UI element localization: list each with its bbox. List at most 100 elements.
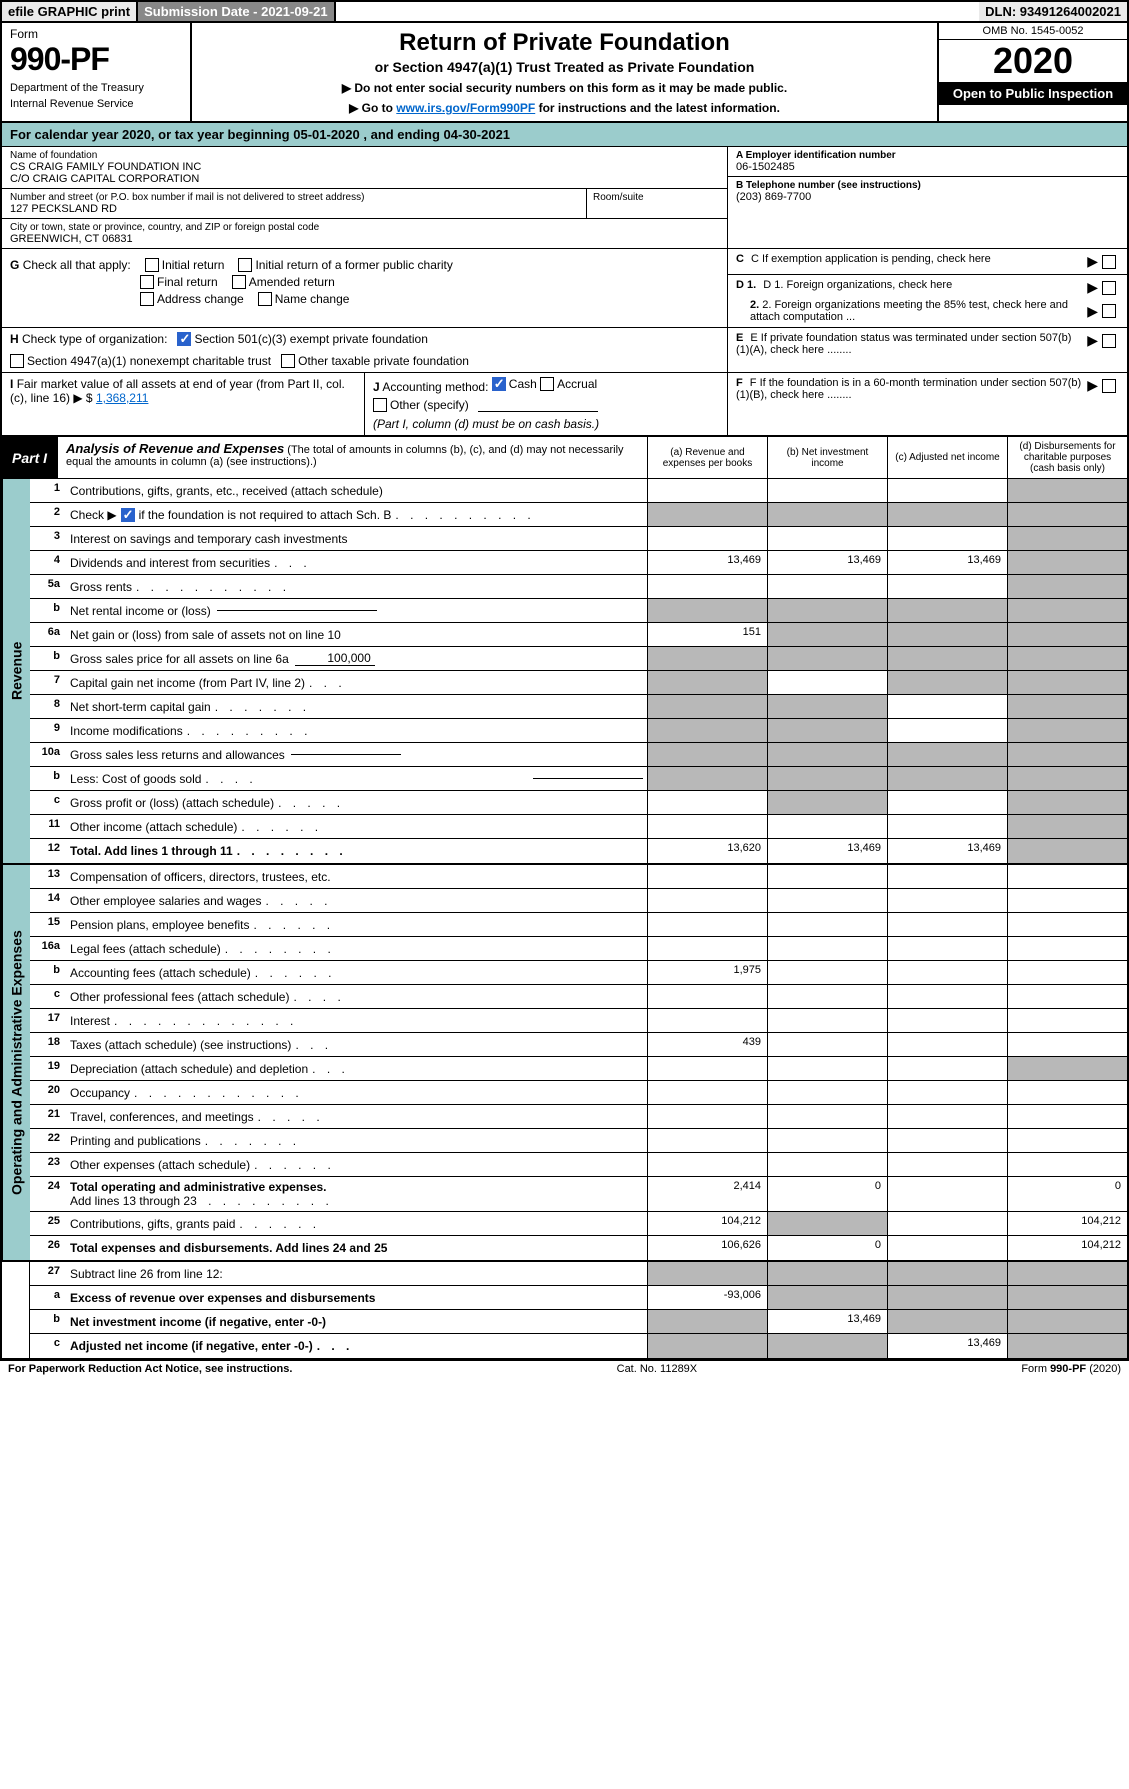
r1-c bbox=[887, 479, 1007, 502]
j-lead: J bbox=[373, 380, 380, 394]
r17-b bbox=[767, 1009, 887, 1032]
chk-address-change[interactable] bbox=[140, 292, 154, 306]
r14-b bbox=[767, 889, 887, 912]
row-21: 21 Travel, conferences, and meetings. . … bbox=[30, 1105, 1127, 1129]
row-27a: a Excess of revenue over expenses and di… bbox=[30, 1286, 1127, 1310]
chk-other-taxable[interactable] bbox=[281, 354, 295, 368]
r15-d bbox=[1007, 913, 1127, 936]
lbl-address-change: Address change bbox=[157, 292, 244, 306]
revenue-vlabel: Revenue bbox=[2, 479, 30, 863]
r2-b bbox=[767, 503, 887, 526]
row-9: 9 Income modifications. . . . . . . . . bbox=[30, 719, 1127, 743]
rn-5a: 5a bbox=[30, 575, 66, 598]
other-specify-field[interactable] bbox=[478, 411, 598, 412]
r16b-c bbox=[887, 961, 1007, 984]
r26-d: 104,212 bbox=[1007, 1236, 1127, 1260]
r1-d bbox=[1007, 479, 1127, 502]
r27c-d bbox=[1007, 1334, 1127, 1358]
r5a-a bbox=[647, 575, 767, 598]
r23-a bbox=[647, 1153, 767, 1176]
r18-a: 439 bbox=[647, 1033, 767, 1056]
dots-icon: . . . . . . . bbox=[205, 1134, 643, 1148]
lbl-4947a1: Section 4947(a)(1) nonexempt charitable … bbox=[27, 354, 271, 368]
rn-27b: b bbox=[30, 1310, 66, 1333]
r27-c bbox=[887, 1262, 1007, 1285]
row-7: 7 Capital gain net income (from Part IV,… bbox=[30, 671, 1127, 695]
form990pf-link[interactable]: www.irs.gov/Form990PF bbox=[396, 101, 535, 115]
r18-c bbox=[887, 1033, 1007, 1056]
footer-right: Form 990-PF (2020) bbox=[1021, 1363, 1121, 1375]
dots-icon: . . . . . . bbox=[239, 1217, 643, 1231]
rn-17: 17 bbox=[30, 1009, 66, 1032]
rn-21: 21 bbox=[30, 1105, 66, 1128]
chk-d1[interactable] bbox=[1102, 281, 1116, 295]
revenue-table: Revenue 1 Contributions, gifts, grants, … bbox=[2, 479, 1127, 863]
row-16c: c Other professional fees (attach schedu… bbox=[30, 985, 1127, 1009]
r10c-d bbox=[1007, 791, 1127, 814]
r5b-field[interactable] bbox=[217, 610, 377, 611]
rl-5a: Gross rents bbox=[70, 580, 132, 594]
r22-a bbox=[647, 1129, 767, 1152]
r4-c: 13,469 bbox=[887, 551, 1007, 574]
chk-other-method[interactable] bbox=[373, 398, 387, 412]
row-26: 26 Total expenses and disbursements. Add… bbox=[30, 1236, 1127, 1260]
r11-a bbox=[647, 815, 767, 838]
rn-13: 13 bbox=[30, 865, 66, 888]
dots-icon: . . . . . . . . . . . . bbox=[134, 1086, 643, 1100]
chk-sch-b-not-required[interactable] bbox=[121, 508, 135, 522]
rn-9: 9 bbox=[30, 719, 66, 742]
part1-desc: Analysis of Revenue and Expenses (The to… bbox=[58, 437, 647, 478]
header-right: OMB No. 1545-0052 2020 Open to Public In… bbox=[937, 23, 1127, 121]
phone-value: (203) 869-7700 bbox=[736, 191, 1119, 203]
col-d-label: (d) Disbursements for charitable purpose… bbox=[1012, 441, 1123, 474]
chk-501c3[interactable] bbox=[177, 332, 191, 346]
r6b-c bbox=[887, 647, 1007, 670]
e-box: E E If private foundation status was ter… bbox=[728, 328, 1127, 360]
submission-date-badge: Submission Date - 2021-09-21 bbox=[138, 2, 336, 21]
col-a-label: (a) Revenue and expenses per books bbox=[652, 447, 763, 469]
row-16a: 16a Legal fees (attach schedule). . . . … bbox=[30, 937, 1127, 961]
arrow-icon: ▶ bbox=[1087, 253, 1098, 270]
r18-b bbox=[767, 1033, 887, 1056]
chk-cash[interactable] bbox=[492, 377, 506, 391]
r16a-a bbox=[647, 937, 767, 960]
chk-accrual[interactable] bbox=[540, 377, 554, 391]
r24-b: 0 bbox=[767, 1177, 887, 1211]
r23-b bbox=[767, 1153, 887, 1176]
r3-b bbox=[767, 527, 887, 550]
r10b-field[interactable] bbox=[533, 778, 643, 779]
chk-name-change[interactable] bbox=[258, 292, 272, 306]
dots-icon: . . . . . . . . bbox=[225, 942, 643, 956]
chk-final-return[interactable] bbox=[140, 275, 154, 289]
d-foreign-org: D 1. D 1. Foreign organizations, check h… bbox=[728, 275, 1127, 327]
r10a-field[interactable] bbox=[291, 754, 401, 755]
chk-d2[interactable] bbox=[1102, 304, 1116, 318]
chk-c[interactable] bbox=[1102, 255, 1116, 269]
chk-4947a1[interactable] bbox=[10, 354, 24, 368]
chk-initial-return[interactable] bbox=[145, 258, 159, 272]
efile-print-button[interactable]: efile GRAPHIC print bbox=[2, 2, 138, 21]
lbl-name-change: Name change bbox=[275, 292, 350, 306]
r26-a: 106,626 bbox=[647, 1236, 767, 1260]
chk-f[interactable] bbox=[1102, 379, 1116, 393]
phone-label: B Telephone number (see instructions) bbox=[736, 180, 1119, 191]
row-8: 8 Net short-term capital gain. . . . . .… bbox=[30, 695, 1127, 719]
r25-d: 104,212 bbox=[1007, 1212, 1127, 1235]
i-value[interactable]: 1,368,211 bbox=[96, 391, 149, 405]
rn-16b: b bbox=[30, 961, 66, 984]
dots-icon: . . . bbox=[312, 1062, 643, 1076]
chk-e[interactable] bbox=[1102, 334, 1116, 348]
rl-6b: Gross sales price for all assets on line… bbox=[70, 652, 289, 666]
r27b-c bbox=[887, 1310, 1007, 1333]
room-suite-label: Room/suite bbox=[593, 192, 644, 203]
r11-c bbox=[887, 815, 1007, 838]
chk-amended-return[interactable] bbox=[232, 275, 246, 289]
ein-cell: A Employer identification number 06-1502… bbox=[728, 147, 1127, 177]
row-3: 3 Interest on savings and temporary cash… bbox=[30, 527, 1127, 551]
row-23: 23 Other expenses (attach schedule). . .… bbox=[30, 1153, 1127, 1177]
rn-10b: b bbox=[30, 767, 66, 790]
chk-initial-former[interactable] bbox=[238, 258, 252, 272]
rl-27a: Excess of revenue over expenses and disb… bbox=[70, 1291, 375, 1305]
rl-2b: if the foundation is not required to att… bbox=[139, 508, 392, 522]
foundation-name-1: CS CRAIG FAMILY FOUNDATION INC bbox=[10, 161, 719, 173]
